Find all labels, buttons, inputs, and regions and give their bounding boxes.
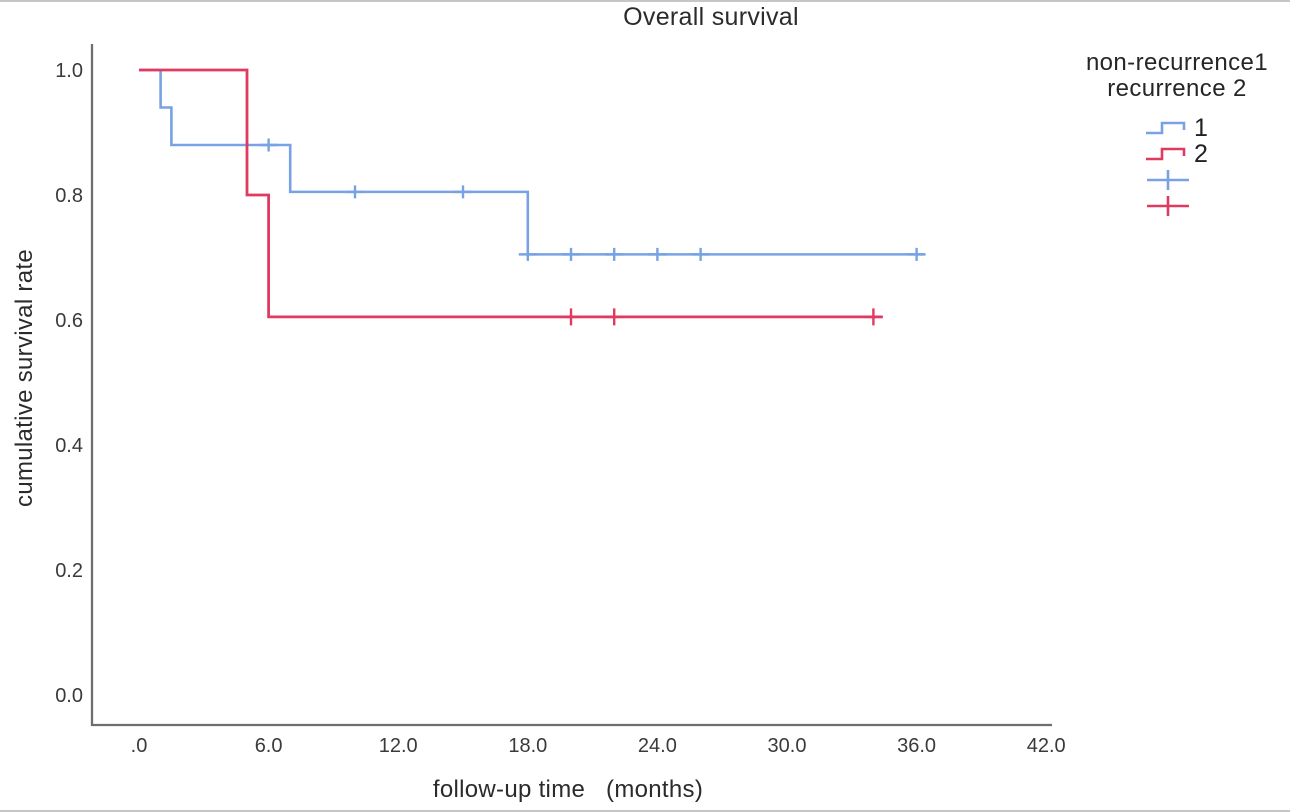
y-tick-label: 0.0 bbox=[55, 685, 83, 707]
y-tick-label: 0.6 bbox=[55, 310, 83, 332]
figure-top-border bbox=[0, 0, 1290, 2]
legend-item: 2 bbox=[1063, 141, 1290, 167]
x-tick-label: 42.0 bbox=[1027, 735, 1066, 757]
censor-mark-group-1 bbox=[259, 138, 278, 152]
x-tick-label: 12.0 bbox=[379, 735, 418, 757]
censor-mark-group-1 bbox=[691, 247, 710, 261]
censor-mark-group-1 bbox=[907, 247, 926, 261]
x-axis-title: follow-up time (months) bbox=[432, 776, 704, 803]
y-tick-label: 1.0 bbox=[55, 60, 83, 82]
censor-mark-group-1 bbox=[562, 247, 580, 261]
censor-mark-group-1 bbox=[346, 185, 364, 199]
x-tick-label: 18.0 bbox=[508, 735, 547, 757]
survival-curve-group-2 bbox=[139, 68, 883, 319]
x-tick-label: 36.0 bbox=[897, 735, 936, 757]
legend-censor-plus-icon bbox=[1147, 170, 1189, 190]
legend-item-label: 2 bbox=[1194, 140, 1208, 168]
y-tick-label: 0.2 bbox=[55, 560, 83, 582]
censor-mark-group-2 bbox=[604, 308, 624, 326]
survival-curve-group-1 bbox=[139, 68, 924, 256]
y-tick-label: 0.8 bbox=[55, 185, 83, 207]
axis-lines bbox=[90, 44, 1052, 727]
x-tick-label: .0 bbox=[131, 735, 148, 757]
chart-title: Overall survival bbox=[623, 3, 799, 31]
legend-step-line-icon bbox=[1146, 121, 1186, 135]
legend-item bbox=[1063, 193, 1290, 219]
x-tick-label: 6.0 bbox=[255, 735, 283, 757]
censor-mark-group-1 bbox=[454, 185, 472, 199]
legend-item-label: 1 bbox=[1194, 114, 1208, 142]
legend-title: non-recurrence1 recurrence 2 bbox=[1063, 50, 1290, 102]
censor-mark-group-2 bbox=[863, 308, 883, 326]
censor-mark-group-1 bbox=[605, 247, 624, 261]
legend-glyph-stroke bbox=[1147, 196, 1189, 216]
legend-glyph-stroke bbox=[1146, 147, 1186, 161]
legend-glyph-stroke bbox=[1147, 170, 1189, 190]
legend-item: 1 bbox=[1063, 115, 1290, 141]
x-tick-label: 30.0 bbox=[768, 735, 807, 757]
legend-title-line1: non-recurrence1 bbox=[1085, 49, 1269, 76]
legend-item bbox=[1063, 167, 1290, 193]
figure-bottom-border bbox=[0, 810, 1290, 812]
legend-censor-plus-icon bbox=[1147, 196, 1189, 216]
legend-title-line2: recurrence 2 bbox=[1107, 75, 1247, 102]
censor-mark-group-1 bbox=[518, 247, 537, 261]
y-tick-label: 0.4 bbox=[55, 435, 83, 457]
censor-mark-group-1 bbox=[648, 247, 667, 261]
censor-mark-group-2 bbox=[561, 308, 581, 326]
legend-step-line-icon bbox=[1146, 147, 1186, 161]
x-tick-label: 24.0 bbox=[638, 735, 677, 757]
legend-glyph-stroke bbox=[1146, 121, 1186, 135]
